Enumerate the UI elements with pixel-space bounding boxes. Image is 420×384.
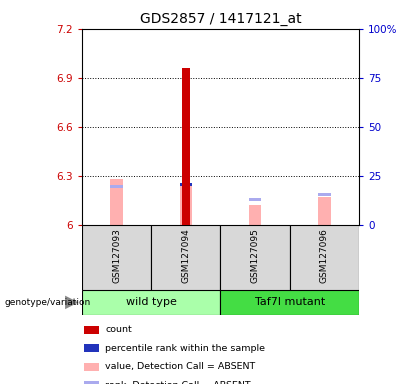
Bar [180,184,192,225]
Bar [84,381,99,384]
Bar [220,290,359,315]
Bar [84,326,99,334]
Bar [82,225,151,290]
Polygon shape [65,296,79,309]
Bar [318,193,331,196]
Text: Taf7l mutant: Taf7l mutant [255,297,325,308]
Text: GSM127093: GSM127093 [112,228,121,283]
Bar [84,363,99,371]
Bar [82,290,220,315]
Text: genotype/variation: genotype/variation [4,298,90,307]
Title: GDS2857 / 1417121_at: GDS2857 / 1417121_at [140,12,301,26]
Bar [110,185,123,188]
Bar [290,225,359,290]
Text: count: count [105,325,132,334]
Text: GSM127095: GSM127095 [251,228,260,283]
Bar [151,225,220,290]
Bar [249,198,261,201]
Text: wild type: wild type [126,297,177,308]
Bar [220,225,290,290]
Text: GSM127096: GSM127096 [320,228,329,283]
Text: rank, Detection Call = ABSENT: rank, Detection Call = ABSENT [105,381,251,384]
Text: value, Detection Call = ABSENT: value, Detection Call = ABSENT [105,362,255,371]
Text: percentile rank within the sample: percentile rank within the sample [105,344,265,353]
Bar [110,179,123,225]
Bar [318,197,331,225]
Text: GSM127094: GSM127094 [181,228,190,283]
Bar [249,205,261,225]
Bar [180,183,192,186]
Bar [182,68,190,225]
Bar [84,344,99,352]
